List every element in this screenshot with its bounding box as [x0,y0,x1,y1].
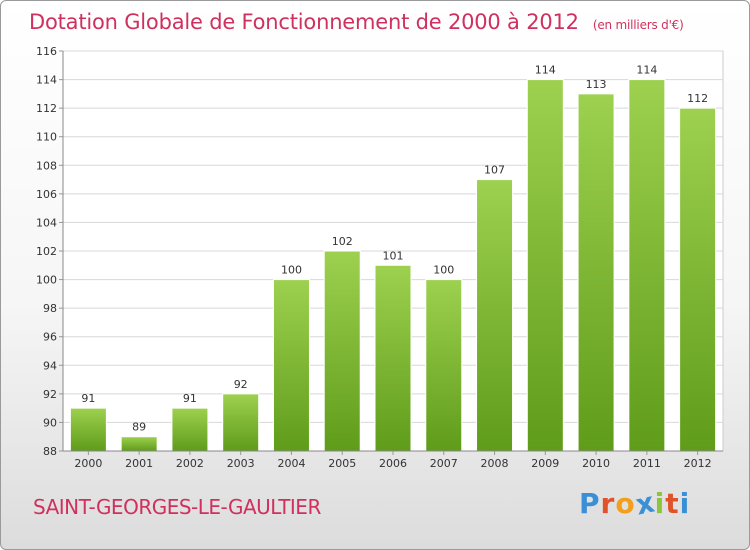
x-tick-label: 2012 [684,457,712,470]
chart-title: Dotation Globale de Fonctionnement de 20… [29,10,684,34]
y-tick-label: 114 [36,74,57,87]
x-tick-label: 2006 [379,457,407,470]
x-tick-label: 2005 [328,457,356,470]
data-label: 107 [484,164,505,177]
y-tick-label: 104 [36,216,57,229]
data-label: 89 [132,421,146,434]
data-label: 101 [383,249,404,262]
bar [476,179,514,452]
y-tick-label: 112 [36,102,57,115]
logo-letter: r [600,487,616,520]
y-tick-label: 108 [36,159,57,172]
bar [425,279,463,452]
bar [171,407,209,452]
bar [69,407,107,452]
bar [526,79,564,452]
bar [577,93,615,452]
logo-letter: o [615,487,636,520]
y-tick-label: 88 [43,445,57,458]
bar [323,250,361,452]
bar [374,264,412,452]
y-tick-label: 116 [36,45,57,58]
y-tick-label: 98 [43,302,57,315]
data-label: 114 [535,64,556,77]
x-tick-label: 2003 [227,457,255,470]
logo-letter: P [579,487,601,520]
bar [120,436,158,452]
y-tick-label: 92 [43,388,57,401]
proxiti-logo: Proxiti [579,485,691,521]
x-tick-label: 2007 [430,457,458,470]
x-tick-label: 2000 [74,457,102,470]
x-tick-label: 2002 [176,457,204,470]
data-label: 100 [281,264,302,277]
data-label: 91 [81,392,95,405]
x-tick-label: 2001 [125,457,153,470]
y-tick-label: 110 [36,131,57,144]
y-tick-label: 102 [36,245,57,258]
logo-letter: t [665,487,680,520]
bar [628,79,666,452]
data-label: 100 [433,264,454,277]
data-label: 112 [687,92,708,105]
x-tick-label: 2010 [582,457,610,470]
logo-letter: i [654,487,666,520]
x-tick-label: 2004 [277,457,305,470]
data-label: 113 [586,78,607,91]
data-label: 92 [234,378,248,391]
y-tick-label: 90 [43,416,57,429]
x-tick-label: 2009 [531,457,559,470]
data-label: 102 [332,235,353,248]
y-tick-label: 96 [43,331,57,344]
commune-name: SAINT-GEORGES-LE-GAULTIER [33,495,321,519]
y-tick-label: 106 [36,188,57,201]
bar [272,279,310,452]
chart-title-text: Dotation Globale de Fonctionnement de 20… [29,10,579,34]
data-label: 91 [183,392,197,405]
x-tick-label: 2011 [633,457,661,470]
y-tick-label: 100 [36,274,57,287]
bar [222,393,260,452]
data-label: 114 [636,64,657,77]
y-tick-label: 94 [43,359,57,372]
x-tick-label: 2008 [481,457,509,470]
logo-letter: i [679,487,691,520]
chart-subtitle: (en milliers d'€) [592,18,684,32]
bar [679,107,717,452]
